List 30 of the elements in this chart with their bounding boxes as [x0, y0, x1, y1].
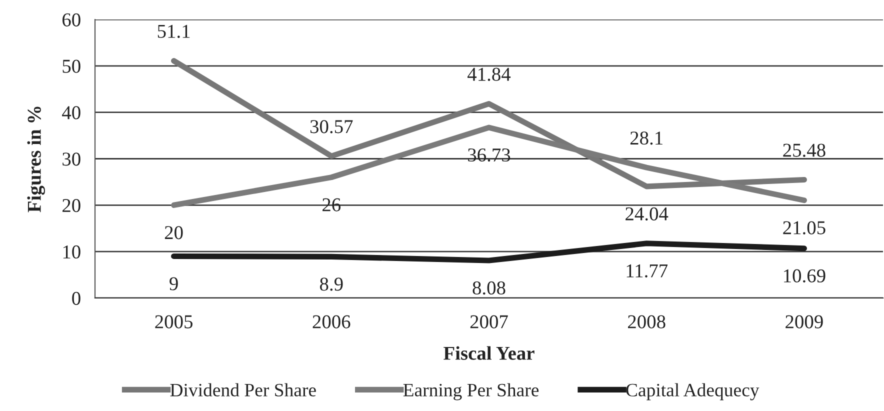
data-label: 11.77 [626, 264, 668, 278]
legend-label: Earning Per Share [403, 383, 539, 400]
data-label: 28.1 [630, 132, 662, 145]
x-tick-label: 2009 [786, 315, 823, 328]
data-label: 21.05 [783, 221, 826, 234]
x-tick-label: 2005 [155, 315, 192, 328]
y-tick-label: 60 [62, 13, 80, 26]
x-tick-label: 2006 [312, 315, 350, 328]
data-label: 8.08 [472, 281, 506, 295]
x-tick-label: 2007 [470, 315, 508, 328]
y-tick-label: 0 [72, 292, 80, 305]
y-axis-title: Figures in % [27, 106, 45, 212]
y-tick-label: 20 [62, 198, 80, 212]
data-label: 51.1 [158, 24, 190, 38]
data-label: 9 [170, 277, 178, 290]
y-tick-label: 40 [62, 106, 80, 120]
data-label: 41.84 [468, 68, 511, 81]
legend-label: Capital Adequecy [626, 383, 760, 400]
data-label: 24.04 [626, 207, 668, 221]
data-label: 25.48 [783, 144, 826, 157]
data-label: 30.57 [310, 120, 353, 134]
y-tick-label: 50 [62, 60, 80, 73]
data-label: 10.69 [784, 269, 826, 282]
legend-label: Dividend Per Share [170, 383, 316, 396]
data-label: 20 [164, 226, 183, 240]
y-tick-label: 30 [62, 152, 80, 166]
x-tick-label: 2008 [628, 315, 666, 328]
x-axis-title: Fiscal Year [444, 346, 534, 360]
data-label: 8.9 [320, 278, 343, 291]
y-tick-label: 10 [63, 245, 80, 259]
